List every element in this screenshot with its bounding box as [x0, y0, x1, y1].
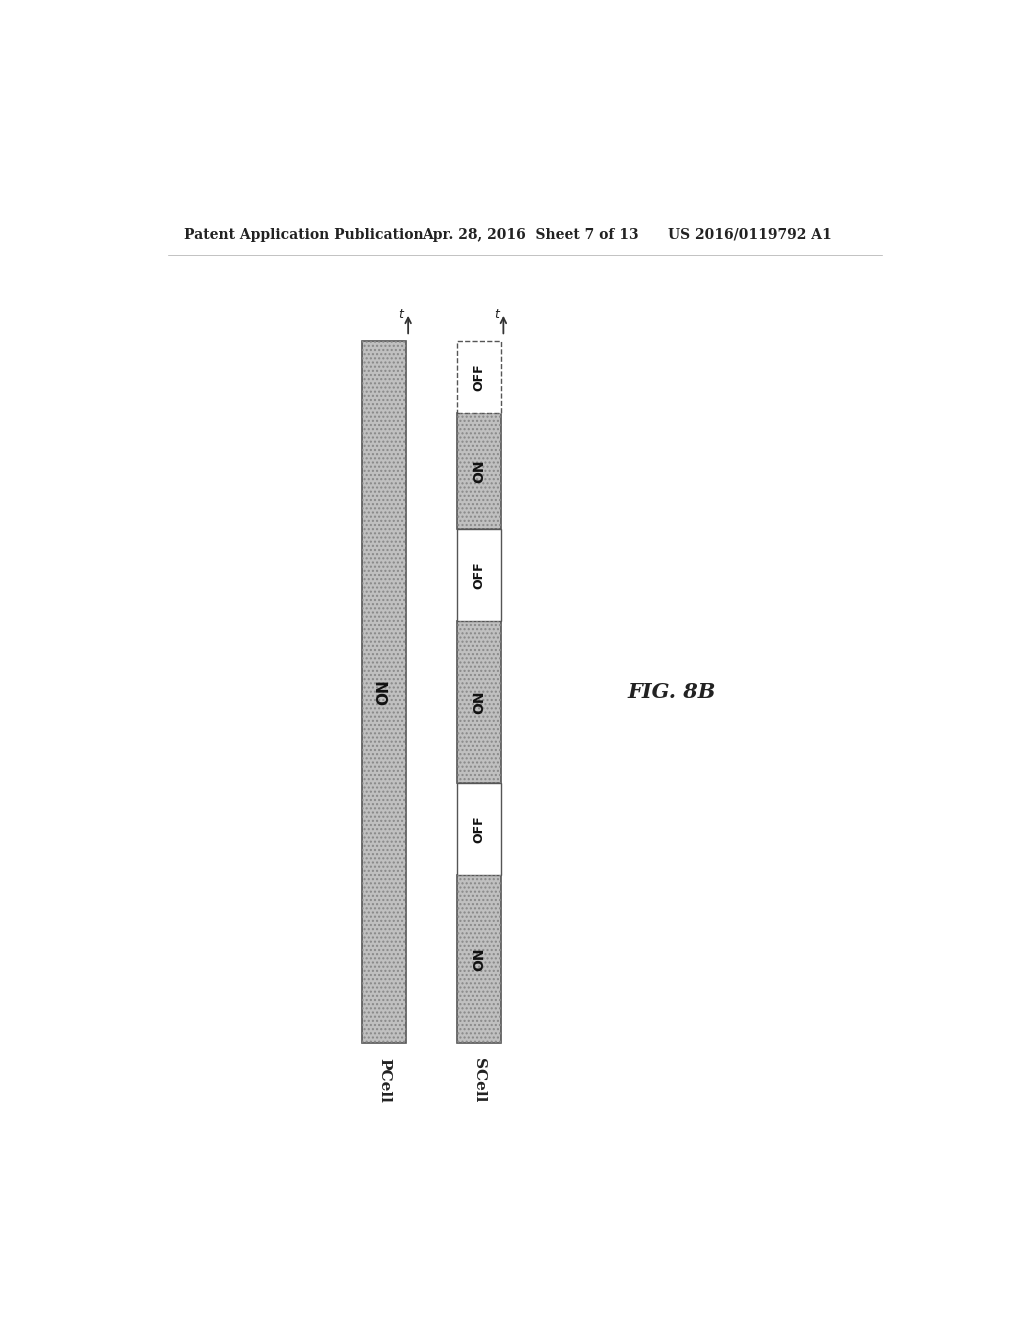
- Text: OFF: OFF: [473, 363, 485, 391]
- Text: Apr. 28, 2016  Sheet 7 of 13: Apr. 28, 2016 Sheet 7 of 13: [422, 227, 638, 242]
- Text: SCell: SCell: [472, 1057, 486, 1102]
- Bar: [458, 875, 501, 1043]
- Text: OFF: OFF: [473, 816, 485, 843]
- Text: t: t: [398, 308, 403, 321]
- Text: ON: ON: [377, 678, 391, 705]
- Text: ON: ON: [472, 690, 486, 714]
- Bar: [458, 342, 501, 412]
- Text: FIG. 8B: FIG. 8B: [628, 682, 717, 702]
- Bar: [458, 620, 501, 784]
- Bar: [458, 875, 501, 1043]
- Bar: [458, 784, 501, 875]
- Text: Patent Application Publication: Patent Application Publication: [183, 227, 423, 242]
- Text: OFF: OFF: [473, 561, 485, 589]
- Text: t: t: [494, 308, 499, 321]
- Text: US 2016/0119792 A1: US 2016/0119792 A1: [668, 227, 831, 242]
- Bar: [362, 342, 406, 1043]
- Text: ON: ON: [472, 946, 486, 970]
- Text: ON: ON: [472, 459, 486, 483]
- Bar: [458, 413, 501, 529]
- Bar: [458, 529, 501, 620]
- Text: PCell: PCell: [377, 1057, 391, 1102]
- Bar: [362, 342, 406, 1043]
- Bar: [458, 620, 501, 784]
- Bar: [458, 413, 501, 529]
